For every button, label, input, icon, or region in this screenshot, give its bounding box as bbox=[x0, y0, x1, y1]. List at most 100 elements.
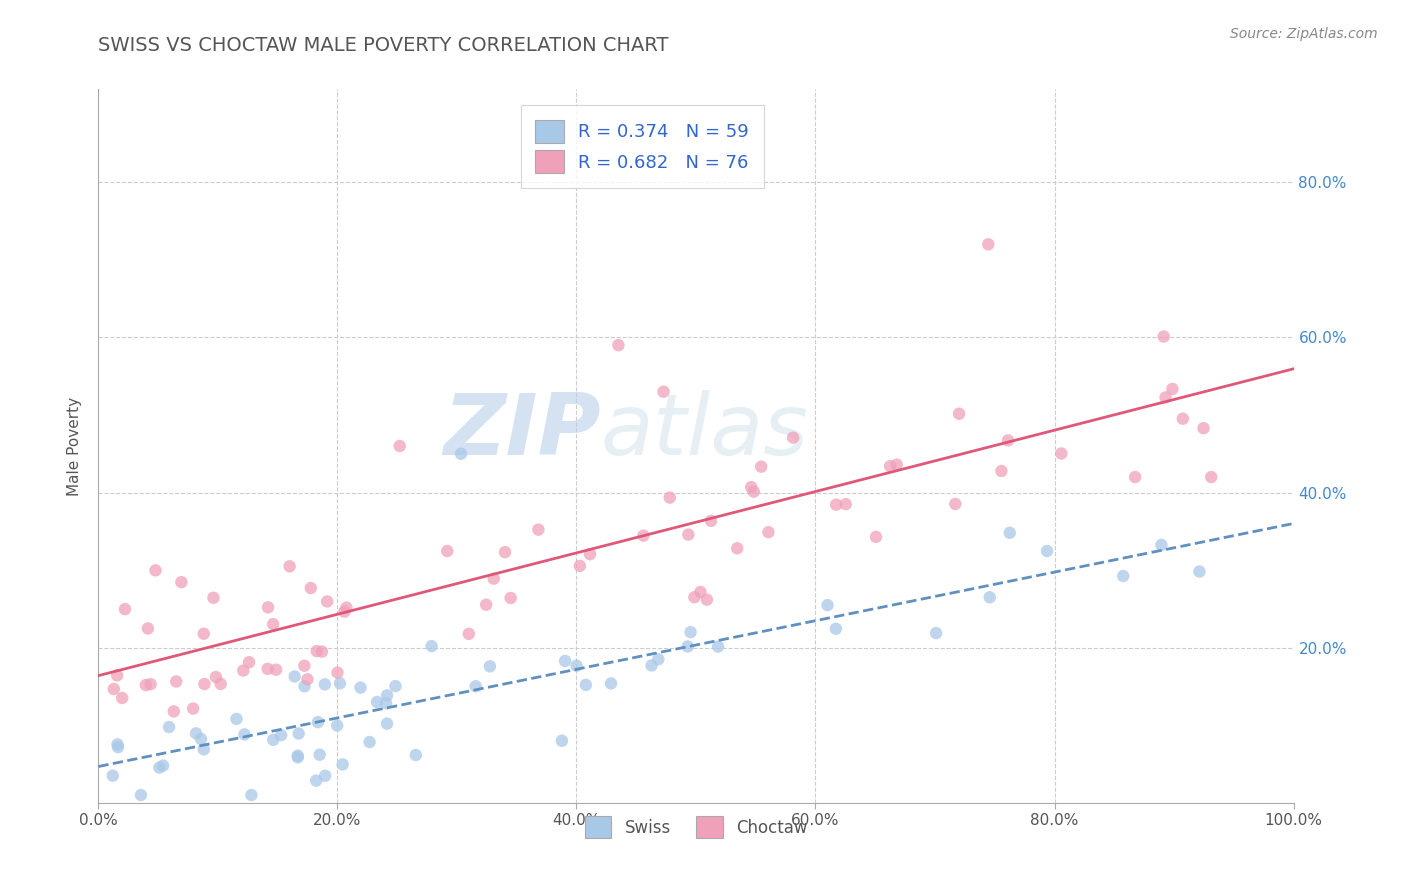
Point bbox=[181, 701, 204, 715]
Point bbox=[145, 563, 167, 577]
Point bbox=[568, 558, 591, 573]
Point bbox=[193, 742, 215, 756]
Point bbox=[270, 728, 292, 742]
Point bbox=[554, 654, 576, 668]
Point bbox=[835, 497, 858, 511]
Point bbox=[384, 679, 406, 693]
Point bbox=[305, 773, 328, 788]
Point bbox=[170, 575, 193, 590]
Point bbox=[943, 497, 966, 511]
Point bbox=[314, 769, 336, 783]
Point bbox=[700, 514, 723, 528]
Point bbox=[990, 464, 1012, 478]
Point bbox=[114, 602, 136, 616]
Point bbox=[1161, 382, 1184, 396]
Point bbox=[238, 655, 260, 669]
Point bbox=[405, 747, 427, 762]
Point bbox=[527, 523, 550, 537]
Text: SWISS VS CHOCTAW MALE POVERTY CORRELATION CHART: SWISS VS CHOCTAW MALE POVERTY CORRELATIO… bbox=[98, 36, 669, 54]
Point bbox=[205, 670, 228, 684]
Point bbox=[1153, 329, 1175, 343]
Point bbox=[494, 545, 516, 559]
Point bbox=[758, 525, 780, 540]
Point bbox=[375, 697, 398, 711]
Point bbox=[1036, 544, 1059, 558]
Point bbox=[1199, 470, 1222, 484]
Point bbox=[366, 695, 388, 709]
Point bbox=[262, 617, 284, 632]
Point bbox=[948, 407, 970, 421]
Point bbox=[1050, 446, 1073, 460]
Point bbox=[388, 439, 411, 453]
Point bbox=[1188, 565, 1211, 579]
Point bbox=[749, 459, 772, 474]
Point bbox=[326, 665, 349, 680]
Point bbox=[333, 605, 356, 619]
Point bbox=[335, 600, 357, 615]
Point bbox=[375, 716, 398, 731]
Point bbox=[575, 678, 598, 692]
Point bbox=[865, 530, 887, 544]
Point bbox=[879, 459, 901, 474]
Point bbox=[305, 644, 328, 658]
Point bbox=[1154, 391, 1177, 405]
Point bbox=[696, 592, 718, 607]
Point bbox=[314, 677, 336, 691]
Text: Source: ZipAtlas.com: Source: ZipAtlas.com bbox=[1230, 27, 1378, 41]
Point bbox=[579, 547, 602, 561]
Point bbox=[1123, 470, 1146, 484]
Point bbox=[1171, 411, 1194, 425]
Text: ZIP: ZIP bbox=[443, 390, 600, 474]
Point bbox=[1150, 538, 1173, 552]
Point bbox=[165, 674, 187, 689]
Point bbox=[184, 726, 207, 740]
Point bbox=[326, 718, 349, 732]
Point bbox=[311, 644, 333, 658]
Point bbox=[152, 758, 174, 772]
Point bbox=[977, 237, 1000, 252]
Point bbox=[478, 659, 501, 673]
Point bbox=[565, 658, 588, 673]
Point bbox=[998, 525, 1021, 540]
Point bbox=[190, 732, 212, 747]
Point bbox=[287, 748, 309, 763]
Point bbox=[475, 598, 498, 612]
Point bbox=[742, 484, 765, 499]
Point bbox=[329, 676, 352, 690]
Point bbox=[284, 669, 307, 683]
Point bbox=[139, 677, 162, 691]
Point bbox=[332, 757, 354, 772]
Point bbox=[979, 591, 1001, 605]
Point bbox=[316, 594, 339, 608]
Point bbox=[107, 738, 129, 752]
Point bbox=[299, 581, 322, 595]
Point bbox=[202, 591, 225, 605]
Point bbox=[262, 732, 284, 747]
Point bbox=[107, 740, 129, 755]
Point bbox=[457, 627, 479, 641]
Point bbox=[676, 640, 699, 654]
Point bbox=[359, 735, 381, 749]
Point bbox=[652, 384, 675, 399]
Point bbox=[689, 585, 711, 599]
Point bbox=[157, 720, 180, 734]
Point bbox=[256, 662, 278, 676]
Point bbox=[825, 498, 848, 512]
Point bbox=[683, 591, 706, 605]
Point bbox=[740, 480, 762, 494]
Point bbox=[105, 668, 128, 682]
Point bbox=[1112, 569, 1135, 583]
Point bbox=[817, 598, 839, 612]
Point bbox=[148, 760, 170, 774]
Point bbox=[135, 678, 157, 692]
Point bbox=[1192, 421, 1215, 435]
Point bbox=[640, 658, 662, 673]
Point bbox=[257, 600, 280, 615]
Point bbox=[349, 681, 371, 695]
Point bbox=[297, 673, 319, 687]
Point bbox=[464, 679, 486, 693]
Point bbox=[647, 652, 669, 666]
Point bbox=[782, 431, 804, 445]
Point bbox=[375, 689, 398, 703]
Point bbox=[678, 527, 700, 541]
